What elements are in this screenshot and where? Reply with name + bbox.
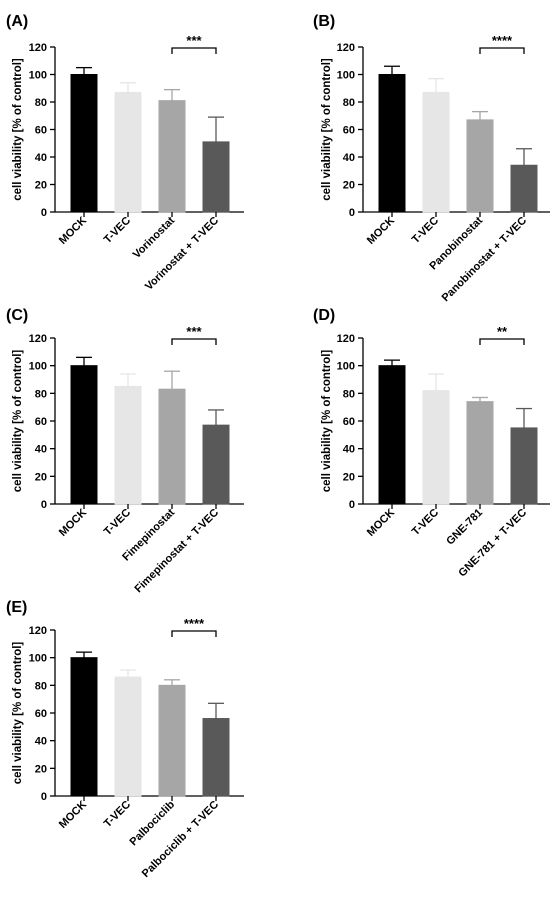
bar <box>202 141 230 213</box>
y-tick-label: 40 <box>35 152 47 164</box>
bar <box>510 427 538 505</box>
y-tick-label: 80 <box>343 388 355 400</box>
x-category-label: T-VEC <box>410 215 441 246</box>
x-category-label: MOCK <box>57 507 89 539</box>
x-category-label: MOCK <box>57 799 89 831</box>
significance-label: **** <box>492 33 513 48</box>
y-tick-label: 60 <box>35 708 47 720</box>
y-tick-label: 0 <box>349 499 355 511</box>
x-category-label: GNE-781 <box>444 507 485 548</box>
y-tick-label: 40 <box>35 736 47 748</box>
significance-bracket <box>171 630 217 637</box>
y-tick-label: 80 <box>35 97 47 109</box>
bar <box>466 119 494 213</box>
y-tick-label: 120 <box>337 42 355 54</box>
x-category-label: MOCK <box>365 215 397 247</box>
y-tick-label: 40 <box>343 152 355 164</box>
bar <box>114 91 142 213</box>
bar <box>158 684 186 797</box>
chart-panel-d: (D) cell viability [% of control] 0 20 40 60 8… <box>313 307 550 579</box>
panel-letter: (B) <box>313 13 335 30</box>
bar <box>422 91 450 213</box>
y-tick-label: 80 <box>343 97 355 109</box>
y-axis-label: cell viability [% of control] <box>321 58 333 201</box>
x-category-label: Panobinostat + T-VEC <box>440 215 530 305</box>
y-tick-label: 20 <box>343 471 355 483</box>
y-tick-label: 100 <box>29 70 47 82</box>
y-tick-label: 100 <box>337 70 355 82</box>
significance-label: *** <box>186 33 202 48</box>
x-category-label: T-VEC <box>410 507 441 538</box>
y-tick-label: 120 <box>29 333 47 345</box>
x-category-label: Vorinostat <box>131 214 178 261</box>
y-tick-label: 40 <box>343 444 355 456</box>
y-tick-label: 100 <box>29 361 47 373</box>
bar <box>158 100 186 213</box>
x-category-label: T-VEC <box>102 799 133 830</box>
x-category-label: T-VEC <box>102 507 133 538</box>
significance-label: *** <box>186 324 202 339</box>
bar <box>510 164 538 213</box>
panel-letter: (A) <box>6 13 28 30</box>
significance-label: ** <box>497 324 508 339</box>
chart-panel-b: (B) cell viability [% of control] 0 20 40 60 8… <box>313 13 550 304</box>
y-tick-label: 20 <box>343 180 355 192</box>
panel-letter: (E) <box>6 599 27 616</box>
y-tick-label: 80 <box>35 388 47 400</box>
y-tick-label: 100 <box>337 361 355 373</box>
y-tick-label: 60 <box>35 416 47 428</box>
bar <box>378 74 406 213</box>
bar <box>202 424 230 505</box>
bar <box>70 365 98 505</box>
x-category-label: T-VEC <box>102 215 133 246</box>
chart-panel-a: (A) cell viability [% of control] 0 20 40 60 8… <box>6 13 244 293</box>
y-tick-label: 120 <box>337 333 355 345</box>
y-tick-label: 0 <box>349 207 355 219</box>
y-tick-label: 120 <box>29 625 47 637</box>
x-category-label: MOCK <box>365 507 397 539</box>
bar <box>466 401 494 505</box>
y-tick-label: 20 <box>35 471 47 483</box>
bar <box>70 74 98 213</box>
y-axis-label: cell viability [% of control] <box>12 642 24 785</box>
y-tick-label: 60 <box>343 125 355 137</box>
significance-bracket <box>479 47 525 54</box>
bar <box>202 718 230 797</box>
bar <box>158 388 186 505</box>
y-tick-label: 0 <box>41 791 47 803</box>
significance-bracket <box>479 338 525 345</box>
y-tick-label: 100 <box>29 653 47 665</box>
y-axis-label: cell viability [% of control] <box>12 350 24 493</box>
y-tick-label: 40 <box>35 444 47 456</box>
y-tick-label: 60 <box>343 416 355 428</box>
x-category-label: MOCK <box>57 215 89 247</box>
panel-letter: (C) <box>6 307 28 324</box>
x-category-label: Palbociclib + T-VEC <box>140 799 221 880</box>
y-axis-label: cell viability [% of control] <box>12 58 24 201</box>
x-category-label: Vorinostat + T-VEC <box>143 215 221 293</box>
y-tick-label: 20 <box>35 180 47 192</box>
panel-letter: (D) <box>313 307 335 324</box>
bar <box>422 390 450 505</box>
significance-bracket <box>171 338 217 345</box>
y-tick-label: 60 <box>35 125 47 137</box>
y-tick-label: 80 <box>35 680 47 692</box>
y-axis-label: cell viability [% of control] <box>321 350 333 493</box>
significance-label: **** <box>184 616 205 631</box>
y-tick-label: 0 <box>41 499 47 511</box>
bar <box>70 657 98 797</box>
y-tick-label: 0 <box>41 207 47 219</box>
bar <box>114 385 142 505</box>
chart-panel-e: (E) cell viability [% of control] 0 20 40 60 8… <box>6 599 244 880</box>
significance-bracket <box>171 47 217 54</box>
x-category-label: Fimepinostat + T-VEC <box>132 507 221 596</box>
y-tick-label: 120 <box>29 42 47 54</box>
bar <box>114 676 142 797</box>
bar <box>378 365 406 505</box>
chart-panel-c: (C) cell viability [% of control] 0 20 40 60 8… <box>6 307 244 595</box>
y-tick-label: 20 <box>35 763 47 775</box>
